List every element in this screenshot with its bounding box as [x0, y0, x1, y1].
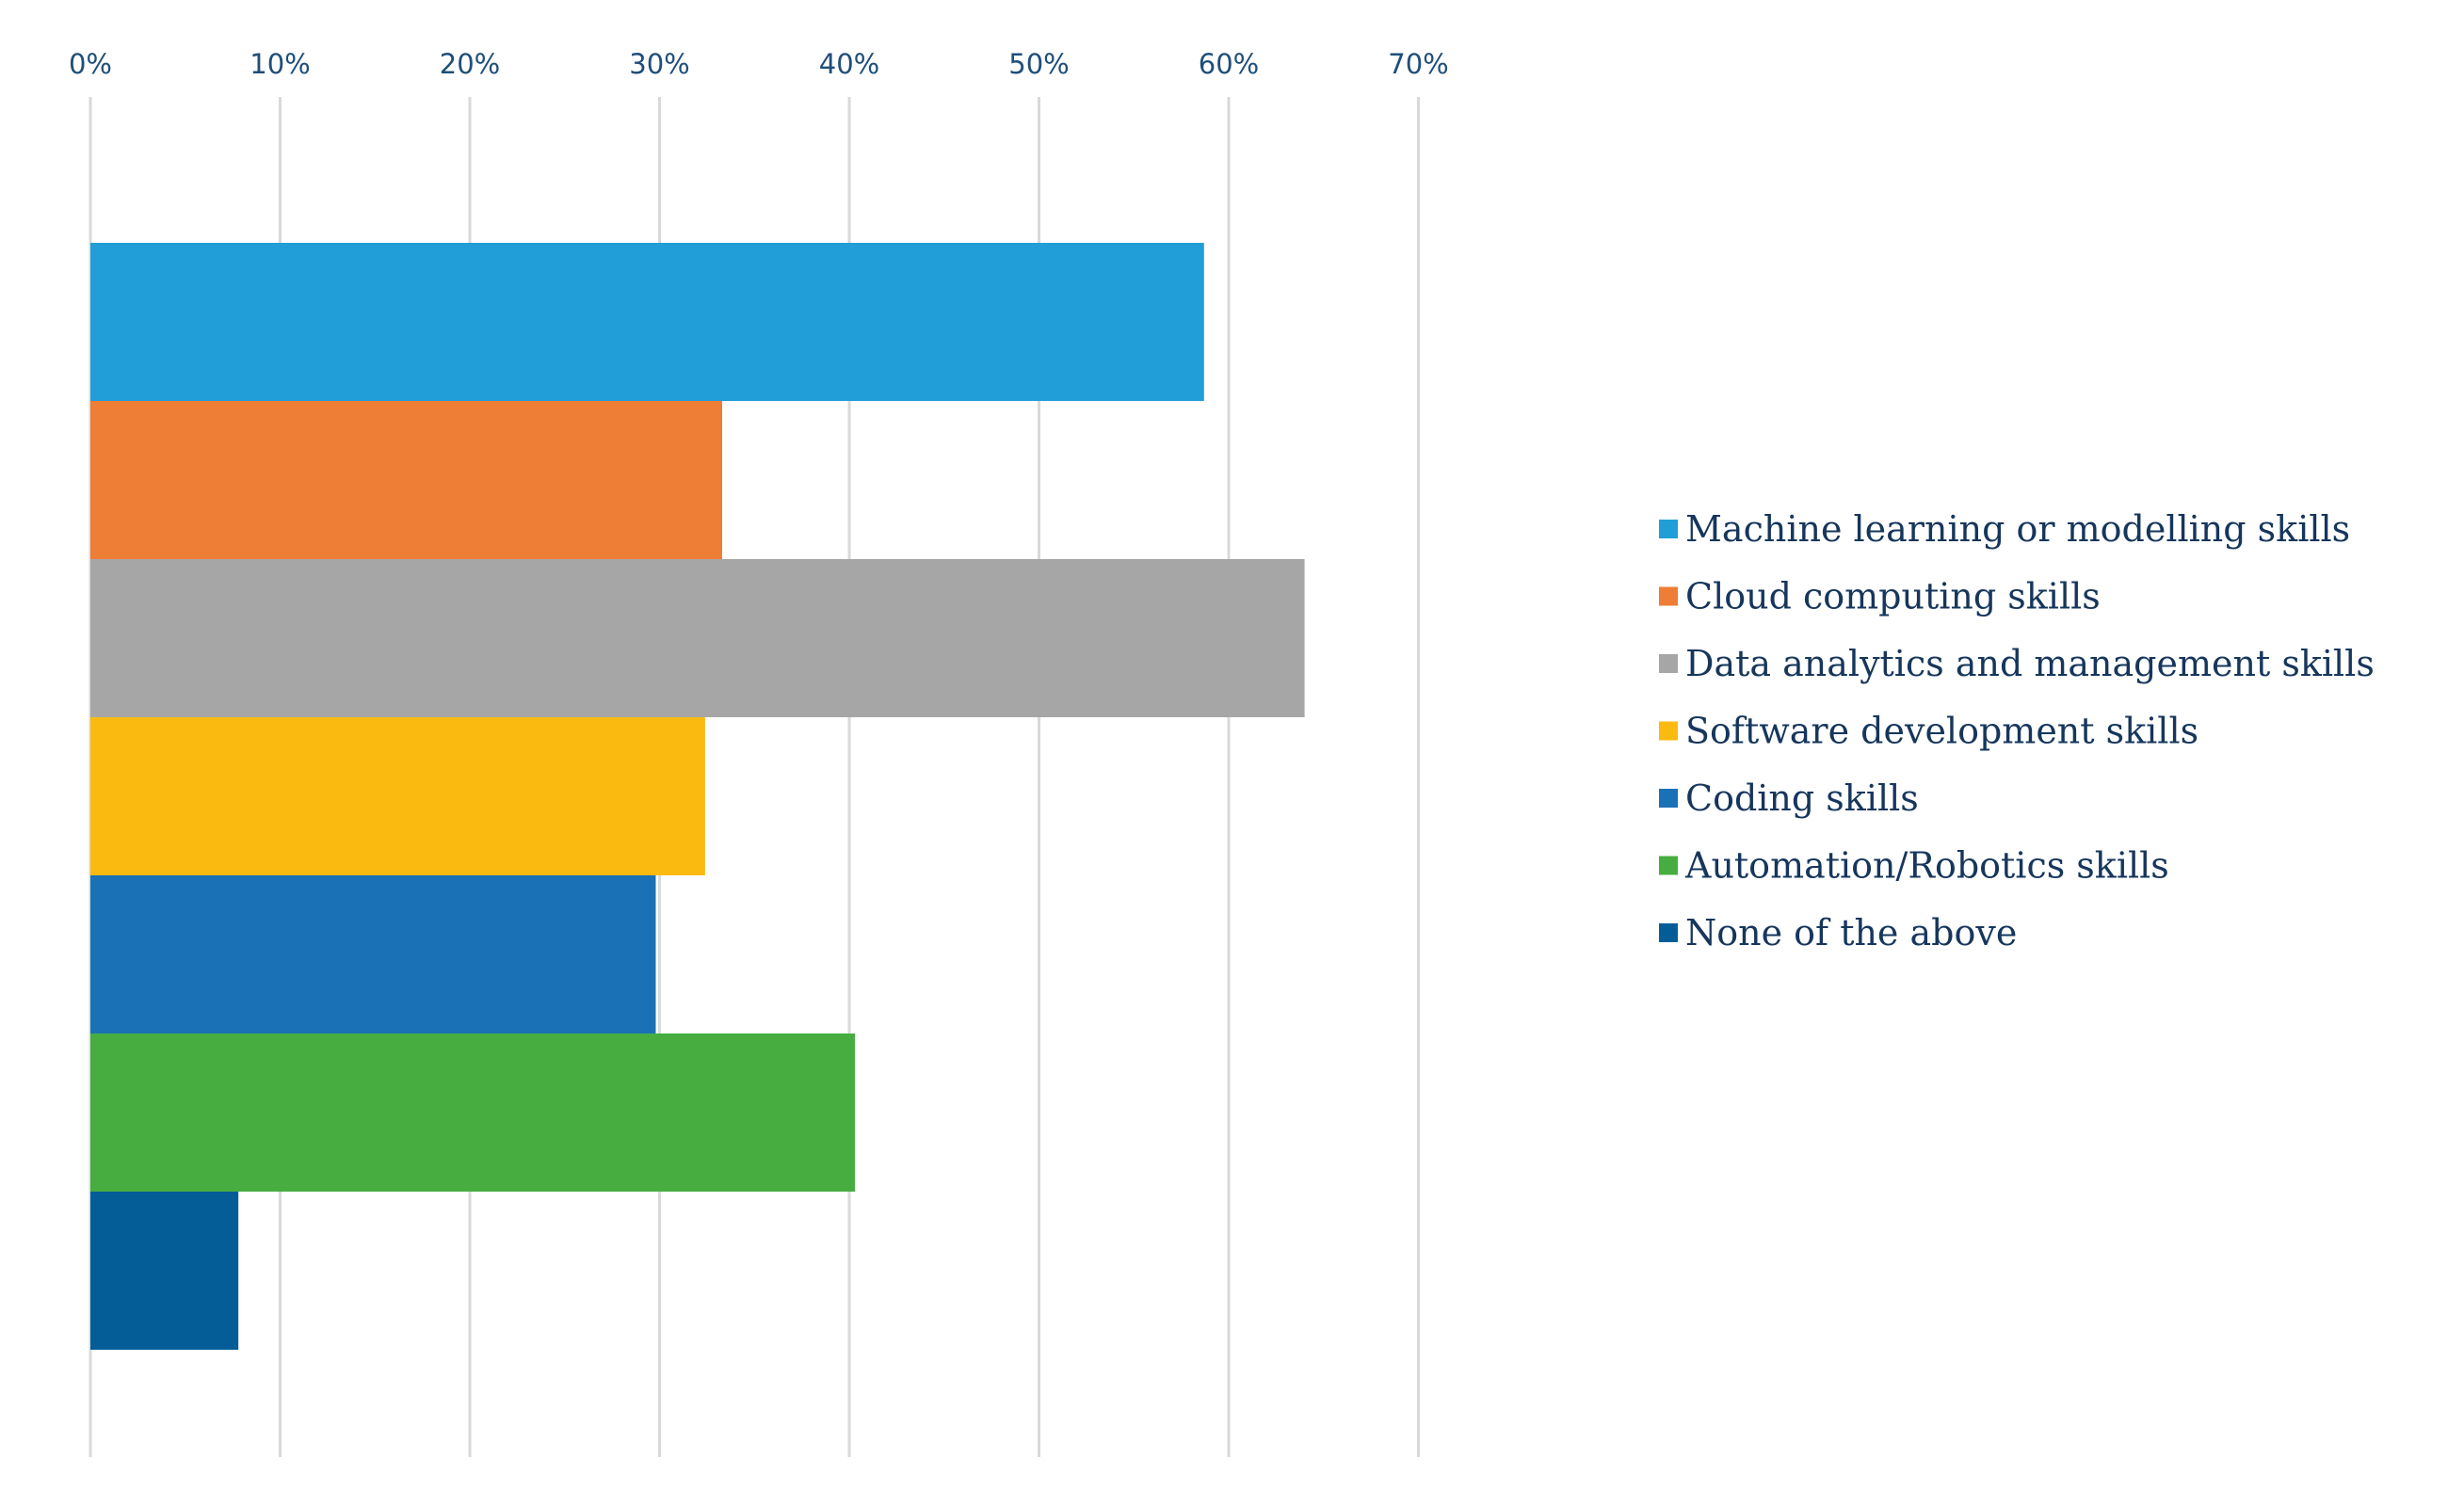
- legend-label: Cloud computing skills: [1685, 576, 2101, 617]
- legend-item: Data analytics and management skills: [1659, 643, 2375, 684]
- bar-6: [90, 1033, 856, 1192]
- bar-4: [90, 717, 705, 875]
- legend-swatch: [1659, 856, 1678, 875]
- legend-item: Coding skills: [1659, 777, 1919, 819]
- legend-item: Machine learning or modelling skills: [1659, 508, 2350, 550]
- x-tick-label: 60%: [1199, 48, 1259, 80]
- x-tick-label: 50%: [1008, 48, 1069, 80]
- legend-swatch: [1659, 789, 1678, 808]
- x-tick-label: 20%: [440, 48, 500, 80]
- legend-item: Software development skills: [1659, 711, 2198, 752]
- legend-label: Automation/Robotics skills: [1684, 845, 2169, 887]
- legend-label: Machine learning or modelling skills: [1685, 508, 2350, 550]
- bar-5: [90, 875, 656, 1033]
- bar-3: [90, 559, 1305, 717]
- bars: [90, 243, 1305, 1350]
- legend: Machine learning or modelling skills Clou…: [1659, 508, 2375, 953]
- bar-1: [90, 243, 1204, 401]
- x-tick-label: 70%: [1388, 48, 1448, 80]
- legend-item: Cloud computing skills: [1659, 576, 2101, 617]
- x-tick-label: 30%: [629, 48, 689, 80]
- legend-swatch: [1659, 721, 1678, 741]
- legend-swatch: [1659, 923, 1678, 942]
- x-tick-label: 40%: [819, 48, 879, 80]
- legend-label: Coding skills: [1685, 777, 1919, 819]
- legend-label: None of the above: [1685, 912, 2017, 953]
- legend-swatch: [1659, 654, 1678, 673]
- x-axis-ticks: 0% 10% 20% 30% 40% 50% 60% 70%: [69, 48, 1449, 80]
- legend-label: Data analytics and management skills: [1685, 643, 2375, 684]
- legend-swatch: [1659, 586, 1678, 606]
- x-tick-label: 10%: [250, 48, 310, 80]
- bar-2: [90, 401, 722, 559]
- legend-label: Software development skills: [1685, 711, 2198, 752]
- legend-item: Automation/Robotics skills: [1659, 845, 2169, 887]
- x-tick-label: 0%: [69, 48, 112, 80]
- legend-swatch: [1659, 520, 1678, 538]
- bar-7: [90, 1192, 239, 1350]
- legend-item: None of the above: [1659, 912, 2017, 953]
